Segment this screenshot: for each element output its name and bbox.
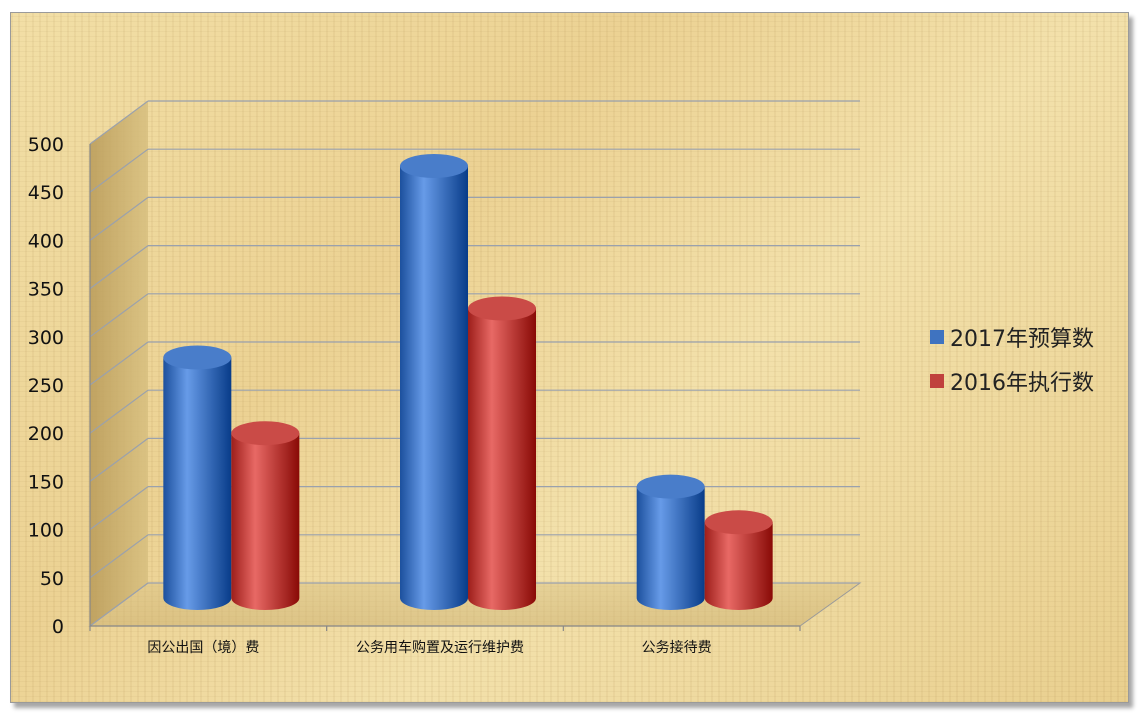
bars — [163, 154, 773, 610]
bar-top — [163, 345, 232, 370]
bar-body — [163, 357, 232, 610]
legend-swatch — [930, 330, 944, 344]
y-tick-label: 250 — [28, 375, 64, 397]
bar-body — [468, 308, 536, 610]
y-tick-label: 350 — [28, 279, 64, 301]
legend: 2017年预算数 2016年执行数 — [930, 320, 1094, 408]
bar — [704, 510, 773, 610]
gridline-side — [89, 534, 149, 579]
legend-item: 2017年预算数 — [930, 320, 1094, 354]
y-tick-label: 500 — [28, 134, 64, 156]
axes — [89, 144, 801, 631]
y-tick-label: 150 — [28, 471, 64, 493]
y-tick-label: 50 — [40, 568, 64, 590]
bar — [468, 296, 536, 610]
y-axis-ticks: 0 50 100 150 200 250 300 350 400 450 500 — [28, 134, 64, 638]
bar — [636, 474, 705, 610]
bar-body — [231, 433, 300, 610]
x-tick-label: 公务用车购置及运行维护费 — [356, 639, 524, 656]
bar-body — [636, 486, 705, 610]
gridline-side — [89, 100, 149, 145]
gridline-side — [89, 148, 149, 193]
y-tick-label: 300 — [28, 327, 64, 349]
x-axis-labels: 因公出国（境）费 公务用车购置及运行维护费 公务接待费 — [147, 639, 711, 656]
x-tick-label: 因公出国（境）费 — [147, 640, 259, 656]
x-tick-label: 公务接待费 — [642, 639, 712, 656]
bar — [163, 345, 232, 610]
legend-swatch — [930, 374, 944, 388]
legend-label: 2016年执行数 — [950, 371, 1094, 396]
y-tick-label: 0 — [52, 616, 64, 638]
bar-top — [636, 474, 705, 499]
legend-item: 2016年执行数 — [930, 364, 1094, 398]
bar-top — [704, 510, 773, 535]
gridline-side — [89, 437, 149, 482]
y-tick-label: 200 — [28, 423, 64, 445]
gridline-side — [89, 293, 149, 338]
bar-top — [400, 154, 468, 178]
gridline-side — [89, 341, 149, 386]
y-tick-label: 100 — [28, 520, 64, 542]
gridline-side — [89, 389, 149, 434]
legend-label: 2017年预算数 — [950, 327, 1094, 352]
bar-top — [468, 296, 536, 321]
bar-body — [400, 166, 468, 610]
y-tick-label: 400 — [28, 230, 64, 252]
bar-body — [704, 522, 773, 610]
bar — [231, 421, 300, 610]
bar — [400, 154, 468, 610]
gridline-side — [89, 582, 149, 627]
gridline-side — [89, 196, 149, 241]
gridline-side — [89, 486, 149, 531]
y-tick-label: 450 — [28, 182, 64, 204]
gridline-side — [89, 245, 149, 290]
bar-top — [231, 421, 300, 446]
